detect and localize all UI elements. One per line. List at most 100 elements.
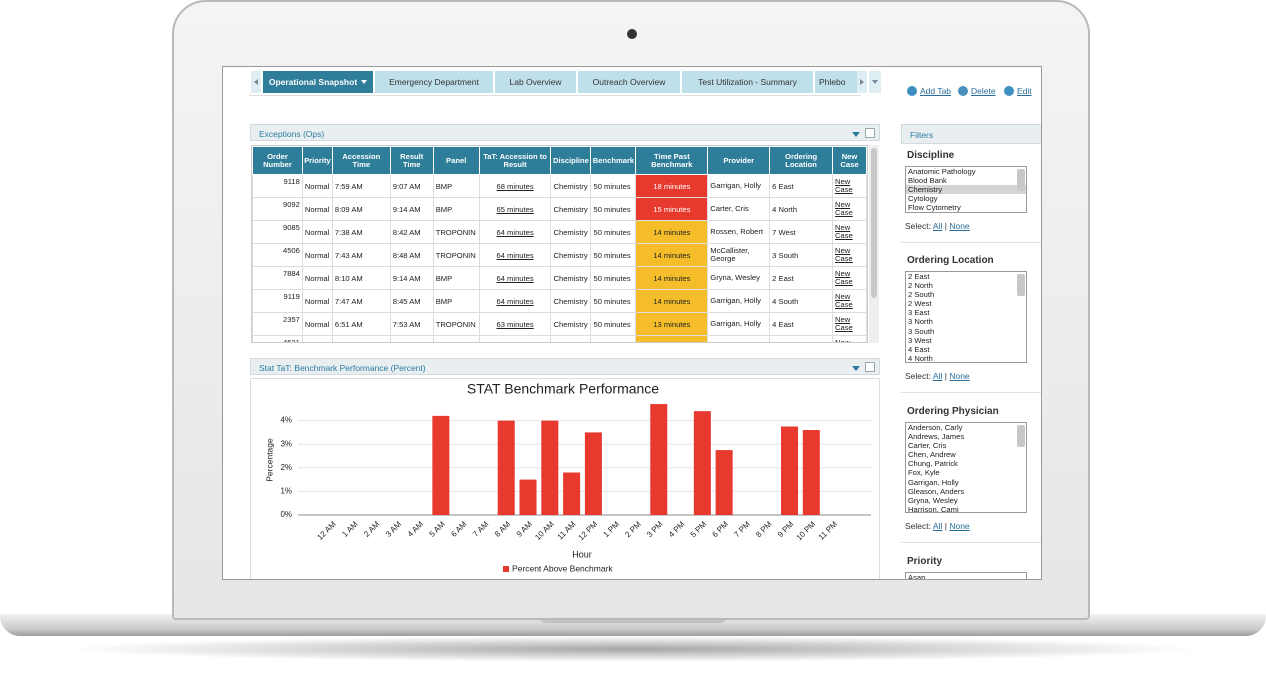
filter-option[interactable]: Blood Bank — [908, 176, 947, 186]
new-case-link[interactable]: New Case — [832, 266, 867, 290]
filter-option[interactable]: 4 East — [908, 344, 930, 354]
table-cell[interactable]: 64 minutes — [478, 243, 552, 267]
new-case-link[interactable]: New Case — [832, 197, 867, 221]
filter-option[interactable]: Gleason, Anders — [908, 486, 965, 496]
table-cell[interactable]: 64 minutes — [478, 289, 552, 313]
table-cell[interactable]: 64 minutes — [478, 220, 552, 244]
filter-label: Ordering Location — [907, 255, 994, 266]
exceptions-table-wrap: Order Number Priority Accession Time Result… — [251, 145, 868, 343]
new-case-link[interactable]: New Case — [832, 289, 867, 313]
tab-action[interactable]: Edit — [1017, 86, 1032, 96]
select-all[interactable]: All — [932, 221, 943, 231]
new-case-link[interactable]: New Case — [832, 335, 867, 342]
panel-collapse[interactable] — [852, 132, 860, 137]
column-header: Result Time — [389, 146, 434, 175]
table-cell: TROPONIN — [432, 312, 480, 336]
panel-maximize[interactable] — [865, 362, 875, 372]
table-cell[interactable]: 64 minutes — [478, 266, 552, 290]
filter-option[interactable]: Andrews, James — [908, 432, 965, 442]
column-header: Order Number — [252, 146, 303, 175]
filter-option[interactable]: Asap — [908, 573, 926, 580]
filter-list[interactable]: 2 East 2 North 2 South 2 West 3 East 3 North 3… — [905, 271, 1027, 363]
filter-option[interactable]: 3 West — [908, 335, 932, 345]
filter-option[interactable]: Anderson, Carly — [908, 423, 963, 432]
tab-action[interactable]: Add Tab — [920, 86, 952, 96]
tab-scroll-left[interactable] — [251, 71, 261, 93]
filter-option[interactable]: 2 South — [908, 290, 935, 300]
new-case-link[interactable]: New Case — [832, 174, 867, 198]
scroll-thumb[interactable] — [871, 148, 877, 298]
filter-option[interactable]: Chung, Patrick — [908, 459, 958, 469]
filter-option[interactable]: Cytology — [908, 194, 938, 204]
new-case-link[interactable]: New Case — [832, 243, 867, 267]
table-cell: 7:53 AM — [389, 312, 434, 336]
separator: | — [944, 371, 947, 381]
filter-option[interactable]: 3 South — [908, 326, 935, 336]
bar — [802, 430, 820, 515]
tab-action[interactable]: Delete — [971, 86, 996, 96]
select-none[interactable]: None — [949, 371, 970, 381]
column-header: TaT: Accession to Result — [478, 146, 552, 175]
filter-option[interactable]: Fox, Kyle — [908, 468, 940, 478]
action-icon[interactable] — [958, 86, 968, 96]
tab[interactable]: Phlebo — [815, 71, 857, 93]
filter-option[interactable]: Chen, Andrew — [908, 450, 956, 460]
chart-title: STAT Benchmark Performance — [467, 381, 659, 397]
select-all[interactable]: All — [932, 371, 943, 381]
filter-option[interactable]: 2 East — [908, 272, 930, 281]
tab[interactable]: Emergency Department — [375, 71, 493, 93]
panel-maximize[interactable] — [865, 128, 875, 138]
filter-option[interactable]: 2 West — [908, 299, 932, 309]
select-none[interactable]: None — [949, 221, 970, 231]
filter-option[interactable]: Gryna, Wesley — [908, 495, 958, 505]
tab[interactable]: Lab Overview — [495, 71, 576, 93]
table-cell: 7 West — [769, 220, 833, 244]
scrollbar[interactable] — [869, 145, 879, 343]
table-cell[interactable]: 62 minutes — [478, 335, 552, 342]
table-cell: 6 East — [769, 174, 833, 198]
table-row: 7884 Normal 8:10 AM 9:14 AM BMP 64 minutes Che… — [252, 266, 867, 290]
table-cell: Gryna, Wesley — [707, 266, 771, 290]
chart: STAT Benchmark Performance Percentage Ho… — [250, 378, 880, 579]
action-icon[interactable] — [1004, 86, 1014, 96]
filter-list[interactable]: Anderson, Carly Andrews, James Carter, Cri… — [905, 422, 1027, 513]
select-all[interactable]: All — [932, 521, 943, 531]
table-cell[interactable]: 63 minutes — [478, 312, 552, 336]
y-tick-label: 2% — [280, 463, 292, 472]
tab[interactable]: Test Utilization - Summary — [682, 71, 813, 93]
table-cell[interactable]: 68 minutes — [478, 174, 552, 198]
filter-option[interactable]: Garrigan, Holly — [908, 477, 959, 487]
panel-collapse[interactable] — [852, 366, 860, 371]
filter-option[interactable]: 2 North — [908, 281, 933, 291]
filter-option[interactable]: 3 North — [908, 317, 933, 327]
table-cell: Taylor, Maurice — [707, 335, 771, 342]
tab-menu[interactable] — [869, 71, 881, 93]
table-cell: Chemistry — [550, 266, 592, 290]
filters-title: Filters — [910, 130, 934, 140]
table-cell: Garrigan, Holly — [707, 174, 771, 198]
tab[interactable]: Outreach Overview — [578, 71, 680, 93]
filter-option[interactable]: Chemistry — [906, 185, 1026, 195]
table-cell: 4521 — [252, 335, 303, 342]
action-icon[interactable] — [907, 86, 917, 96]
filter-list[interactable]: Anatomic Pathology Blood Bank Chemistry Cyt… — [905, 166, 1027, 213]
filter-option[interactable]: Carter, Cris — [908, 441, 947, 451]
y-tick-label: 1% — [280, 487, 292, 496]
separator: | — [944, 521, 947, 531]
table-cell: BMP — [432, 197, 480, 221]
table-cell: Chemistry — [550, 312, 592, 336]
filter-option[interactable]: 3 East — [908, 308, 930, 318]
filter-option[interactable]: Flow Cytometry — [908, 203, 961, 213]
table-cell: 50 minutes — [590, 266, 637, 290]
filter-option[interactable]: 4 North — [908, 353, 933, 363]
filter-option[interactable]: Harrison, Cami — [908, 504, 959, 513]
tab[interactable]: Operational Snapshot — [263, 71, 373, 93]
new-case-link[interactable]: New Case — [832, 220, 867, 244]
filter-list[interactable]: Asap — [905, 572, 1027, 580]
table-cell: 14 minutes — [635, 243, 709, 267]
table-cell[interactable]: 65 minutes — [478, 197, 552, 221]
filter-option[interactable]: Anatomic Pathology — [908, 167, 976, 176]
new-case-link[interactable]: New Case — [832, 312, 867, 336]
tab-scroll-right[interactable] — [857, 71, 867, 93]
select-none[interactable]: None — [949, 521, 970, 531]
